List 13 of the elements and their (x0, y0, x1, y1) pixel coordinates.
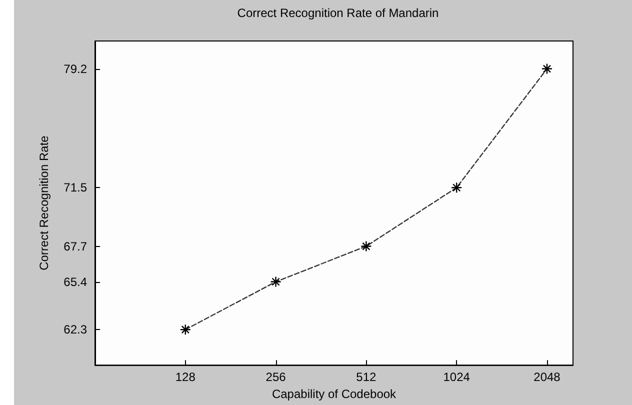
x-tick-label: 512 (356, 370, 377, 384)
chart-title: Correct Recognition Rate of Mandarin (237, 6, 439, 20)
y-tick-label: 71.5 (64, 180, 88, 195)
x-tick-label: 1024 (443, 370, 470, 384)
x-tick-label: 256 (266, 370, 286, 384)
y-tick-label: 62.3 (64, 322, 88, 337)
x-tick-label: 128 (175, 370, 196, 384)
x-axis-title: Capability of Codebook (272, 387, 398, 401)
y-axis-title: Correct Recognition Rate (37, 135, 51, 270)
y-tick-label: 67.7 (64, 239, 88, 254)
y-tick-label: 65.4 (64, 274, 88, 289)
y-tick-label: 79.2 (64, 62, 88, 76)
x-tick-label: 2048 (534, 370, 561, 384)
